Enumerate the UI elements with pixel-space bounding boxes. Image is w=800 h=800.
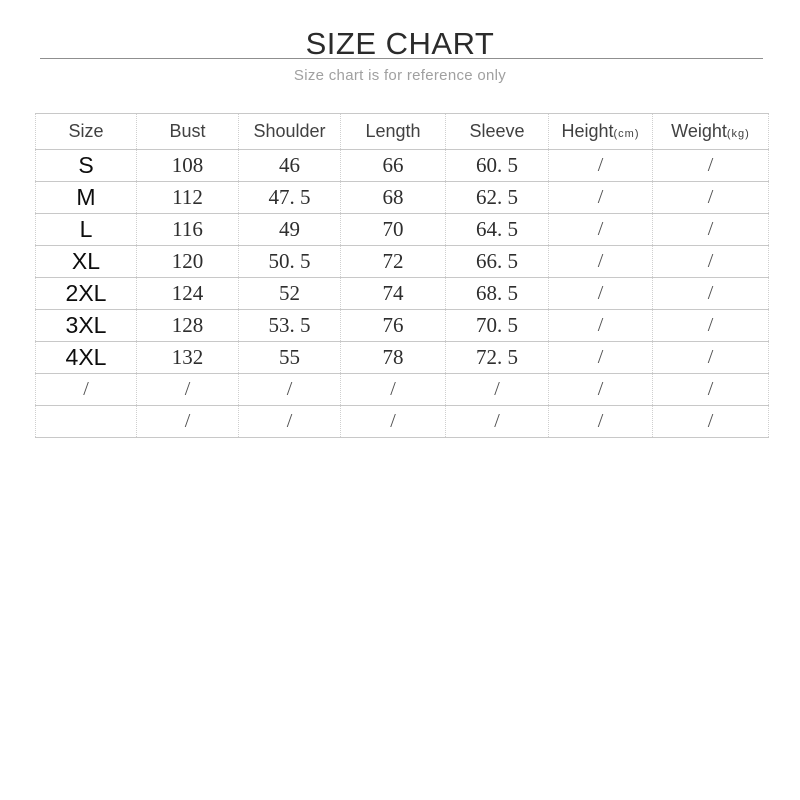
table-cell: S [35, 149, 137, 182]
table-cell: / [548, 405, 653, 438]
table-cell: / [652, 213, 769, 246]
table-cell: 4XL [35, 341, 137, 374]
header-cell-length: Length [340, 113, 446, 150]
header-cell-weight: Weight(kg) [652, 113, 769, 150]
table-cell: / [548, 245, 653, 278]
table-cell: 66 [340, 149, 446, 182]
table-cell: 46 [238, 149, 341, 182]
table-cell: 70 [340, 213, 446, 246]
header-label: Length [365, 121, 421, 141]
table-cell: 66. 5 [445, 245, 549, 278]
table-cell: / [548, 149, 653, 182]
table-cell: 52 [238, 277, 341, 310]
table-cell: 132 [136, 341, 239, 374]
table-cell: 74 [340, 277, 446, 310]
table-cell: / [238, 405, 341, 438]
header-label: Size [68, 121, 104, 141]
table-cell: / [652, 341, 769, 374]
table-row-xl: XL 120 50. 5 72 66. 5 / / [35, 245, 769, 278]
table-cell: 60. 5 [445, 149, 549, 182]
table-row-m: M 112 47. 5 68 62. 5 / / [35, 181, 769, 214]
table-row-4xl: 4XL 132 55 78 72. 5 / / [35, 341, 769, 374]
header-cell-sleeve: Sleeve [445, 113, 549, 150]
table-cell: 62. 5 [445, 181, 549, 214]
table-cell: 64. 5 [445, 213, 549, 246]
header-cell-size: Size [35, 113, 137, 150]
table-cell: 47. 5 [238, 181, 341, 214]
table-cell: 72. 5 [445, 341, 549, 374]
table-row-2xl: 2XL 124 52 74 68. 5 / / [35, 277, 769, 310]
header-cell-bust: Bust [136, 113, 239, 150]
title-divider [40, 58, 763, 59]
header-unit: (kg) [726, 128, 750, 140]
table-cell: / [652, 245, 769, 278]
table-cell: 72 [340, 245, 446, 278]
table-cell: 68. 5 [445, 277, 549, 310]
table-cell: XL [35, 245, 137, 278]
table-cell: / [445, 373, 549, 406]
table-cell: 108 [136, 149, 239, 182]
table-cell: / [548, 309, 653, 342]
table-cell: / [548, 373, 653, 406]
table-cell: 128 [136, 309, 239, 342]
page-title: SIZE CHART [305, 26, 495, 61]
table-cell: 68 [340, 181, 446, 214]
header-cell-shoulder: Shoulder [238, 113, 341, 150]
table-cell: 55 [238, 341, 341, 374]
table-cell: 70. 5 [445, 309, 549, 342]
table-cell: / [340, 405, 446, 438]
header-unit: (cm) [613, 128, 640, 140]
table-cell: 116 [136, 213, 239, 246]
table-cell: / [238, 373, 341, 406]
header-row: Size Bust Shoulder Length Sleeve Height(… [35, 113, 769, 150]
table-cell: / [136, 405, 239, 438]
table-cell: / [548, 341, 653, 374]
table-cell: 49 [238, 213, 341, 246]
table-cell: / [652, 149, 769, 182]
header-label: Shoulder [253, 121, 326, 141]
header-cell-height: Height(cm) [548, 113, 653, 150]
table-cell: 112 [136, 181, 239, 214]
table-cell: 78 [340, 341, 446, 374]
table-row-blank-2: / / / / / / [35, 405, 769, 438]
table-cell: / [652, 309, 769, 342]
table-cell: / [548, 277, 653, 310]
table-row-l: L 116 49 70 64. 5 / / [35, 213, 769, 246]
table-cell: M [35, 181, 137, 214]
table-row-blank-1: / / / / / / / [35, 373, 769, 406]
header-label: Bust [169, 121, 206, 141]
table-cell: 120 [136, 245, 239, 278]
table-cell: L [35, 213, 137, 246]
table-cell: / [340, 373, 446, 406]
header-label: Weight [671, 121, 727, 141]
table-cell: 2XL [35, 277, 137, 310]
table-cell: 124 [136, 277, 239, 310]
table-cell: / [35, 373, 137, 406]
table-cell: / [548, 213, 653, 246]
size-chart-table: Size Bust Shoulder Length Sleeve Height(… [35, 113, 769, 438]
table-row-3xl: 3XL 128 53. 5 76 70. 5 / / [35, 309, 769, 342]
table-cell: 3XL [35, 309, 137, 342]
table-cell: / [136, 373, 239, 406]
table-cell: 50. 5 [238, 245, 341, 278]
table-row-s: S 108 46 66 60. 5 / / [35, 149, 769, 182]
table-cell: / [445, 405, 549, 438]
header-label: Sleeve [469, 121, 525, 141]
table-cell: / [652, 181, 769, 214]
table-cell: / [548, 181, 653, 214]
header-label: Height [561, 121, 614, 141]
table-cell: / [652, 277, 769, 310]
table-cell [35, 405, 137, 438]
table-cell: / [652, 373, 769, 406]
table-cell: 76 [340, 309, 446, 342]
table-cell: 53. 5 [238, 309, 341, 342]
page-subtitle: Size chart is for reference only [293, 67, 507, 84]
table-cell: / [652, 405, 769, 438]
